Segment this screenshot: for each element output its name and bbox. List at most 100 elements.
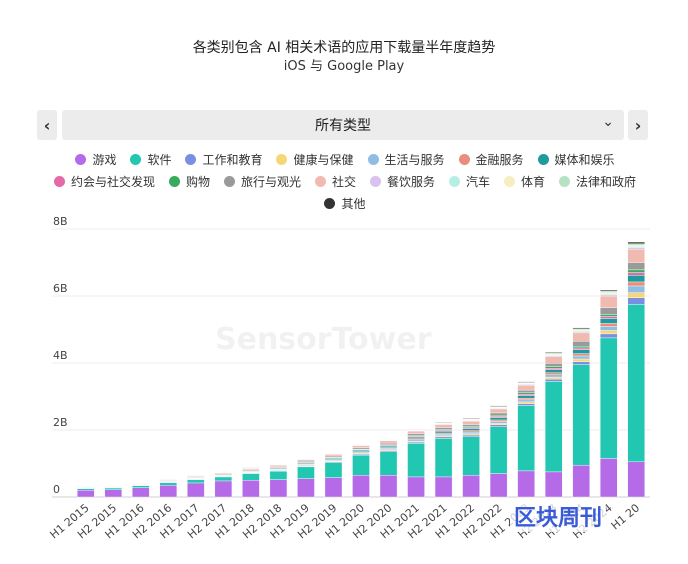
bar-segment[interactable]	[379, 445, 398, 448]
bar-segment[interactable]	[407, 433, 425, 436]
bar-segment[interactable]	[572, 364, 590, 466]
bar-segment[interactable]	[599, 326, 618, 331]
bar-segment[interactable]	[627, 243, 645, 246]
bar-segment[interactable]	[407, 443, 425, 478]
bar-segment[interactable]	[599, 337, 618, 459]
bar-segment[interactable]	[599, 316, 618, 319]
bar-segment[interactable]	[352, 475, 370, 498]
bar-segment[interactable]	[599, 330, 618, 335]
bar-segment[interactable]	[572, 341, 590, 347]
bar-segment[interactable]	[434, 430, 453, 434]
bar-segment[interactable]	[352, 454, 370, 476]
bar-segment[interactable]	[517, 381, 535, 383]
bar-segment[interactable]	[297, 459, 315, 462]
bar-segment[interactable]	[544, 366, 563, 369]
bar-segment[interactable]	[627, 461, 645, 498]
bar-segment[interactable]	[132, 487, 150, 498]
bar-segment[interactable]	[187, 479, 205, 484]
bar-segment[interactable]	[214, 476, 233, 482]
bar-segment[interactable]	[352, 450, 370, 452]
legend-item[interactable]: 游戏	[75, 151, 116, 168]
bar-segment[interactable]	[627, 246, 645, 248]
bar-segment[interactable]	[242, 473, 260, 481]
legend-item[interactable]: 约会与社交发现	[53, 173, 155, 190]
bar-segment[interactable]	[489, 421, 508, 424]
bar-segment[interactable]	[407, 430, 425, 434]
legend-item[interactable]: 媒体和娱乐	[537, 151, 615, 168]
bar-segment[interactable]	[544, 367, 563, 370]
bar-segment[interactable]	[324, 454, 343, 457]
bar-segment[interactable]	[379, 475, 398, 498]
bar-segment[interactable]	[627, 275, 645, 283]
bar-segment[interactable]	[214, 480, 233, 498]
legend-item[interactable]: 健康与保健	[276, 151, 354, 168]
bar-segment[interactable]	[159, 482, 178, 486]
legend-item[interactable]: 金融服务	[458, 151, 524, 168]
bar-segment[interactable]	[627, 262, 645, 271]
bar-segment[interactable]	[379, 440, 398, 444]
bar-segment[interactable]	[489, 419, 508, 422]
bar-segment[interactable]	[627, 247, 645, 250]
bar-segment[interactable]	[462, 436, 480, 476]
bar-segment[interactable]	[544, 356, 563, 364]
previous-button[interactable]: ‹	[37, 110, 57, 140]
bar-segment[interactable]	[599, 295, 618, 308]
bar-segment[interactable]	[544, 352, 563, 354]
bar-segment[interactable]	[627, 281, 645, 287]
bar-segment[interactable]	[379, 442, 398, 445]
bar-segment[interactable]	[269, 464, 288, 467]
bar-segment[interactable]	[324, 477, 343, 498]
bar-segment[interactable]	[434, 421, 453, 423]
bar-segment[interactable]	[544, 374, 563, 378]
bar-segment[interactable]	[517, 389, 535, 394]
bar-segment[interactable]	[462, 433, 480, 436]
legend-item[interactable]: 汽车	[449, 173, 490, 190]
legend-item[interactable]: 购物	[168, 173, 210, 190]
bar-segment[interactable]	[599, 307, 618, 315]
bar-segment[interactable]	[572, 353, 590, 357]
bar-segment[interactable]	[627, 272, 645, 276]
bar-segment[interactable]	[599, 314, 618, 317]
bar-segment[interactable]	[489, 405, 508, 407]
bar-segment[interactable]	[627, 248, 645, 263]
legend-item[interactable]: 餐饮服务	[370, 173, 435, 190]
legend-item[interactable]: 旅行与观光	[223, 173, 301, 190]
bar-segment[interactable]	[599, 323, 618, 327]
bar-segment[interactable]	[297, 466, 315, 479]
legend-item[interactable]: 其他	[324, 195, 366, 212]
bar-segment[interactable]	[462, 430, 480, 433]
bar-segment[interactable]	[544, 378, 563, 382]
bar-segment[interactable]	[269, 471, 288, 480]
bar-segment[interactable]	[77, 490, 95, 498]
bar-segment[interactable]	[627, 244, 645, 247]
bar-segment[interactable]	[599, 289, 618, 292]
bar-segment[interactable]	[517, 384, 535, 391]
bar-segment[interactable]	[434, 476, 453, 498]
legend-item[interactable]: 社交	[314, 173, 356, 190]
bar-segment[interactable]	[627, 304, 645, 463]
bar-segment[interactable]	[352, 447, 370, 450]
bar-segment[interactable]	[324, 462, 343, 478]
bar-segment[interactable]	[517, 401, 535, 404]
bar-segment[interactable]	[324, 455, 343, 458]
bar-segment[interactable]	[572, 346, 590, 349]
bar-segment[interactable]	[572, 355, 590, 360]
legend-item[interactable]: 生活与服务	[367, 151, 445, 168]
bar-segment[interactable]	[599, 458, 618, 498]
bar-segment[interactable]	[572, 327, 590, 330]
bar-segment[interactable]	[407, 476, 425, 498]
bar-segment[interactable]	[517, 399, 535, 403]
bar-segment[interactable]	[462, 418, 480, 420]
legend-item[interactable]: 体育	[504, 173, 545, 190]
bar-segment[interactable]	[104, 487, 123, 490]
bar-segment[interactable]	[517, 470, 535, 498]
bar-segment[interactable]	[517, 403, 535, 406]
bar-segment[interactable]	[434, 433, 453, 436]
bar-segment[interactable]	[462, 420, 480, 425]
bar-segment[interactable]	[462, 431, 480, 434]
bar-segment[interactable]	[159, 485, 178, 498]
bar-segment[interactable]	[77, 488, 95, 491]
bar-segment[interactable]	[599, 333, 618, 339]
bar-segment[interactable]	[434, 427, 453, 430]
bar-segment[interactable]	[489, 426, 508, 474]
